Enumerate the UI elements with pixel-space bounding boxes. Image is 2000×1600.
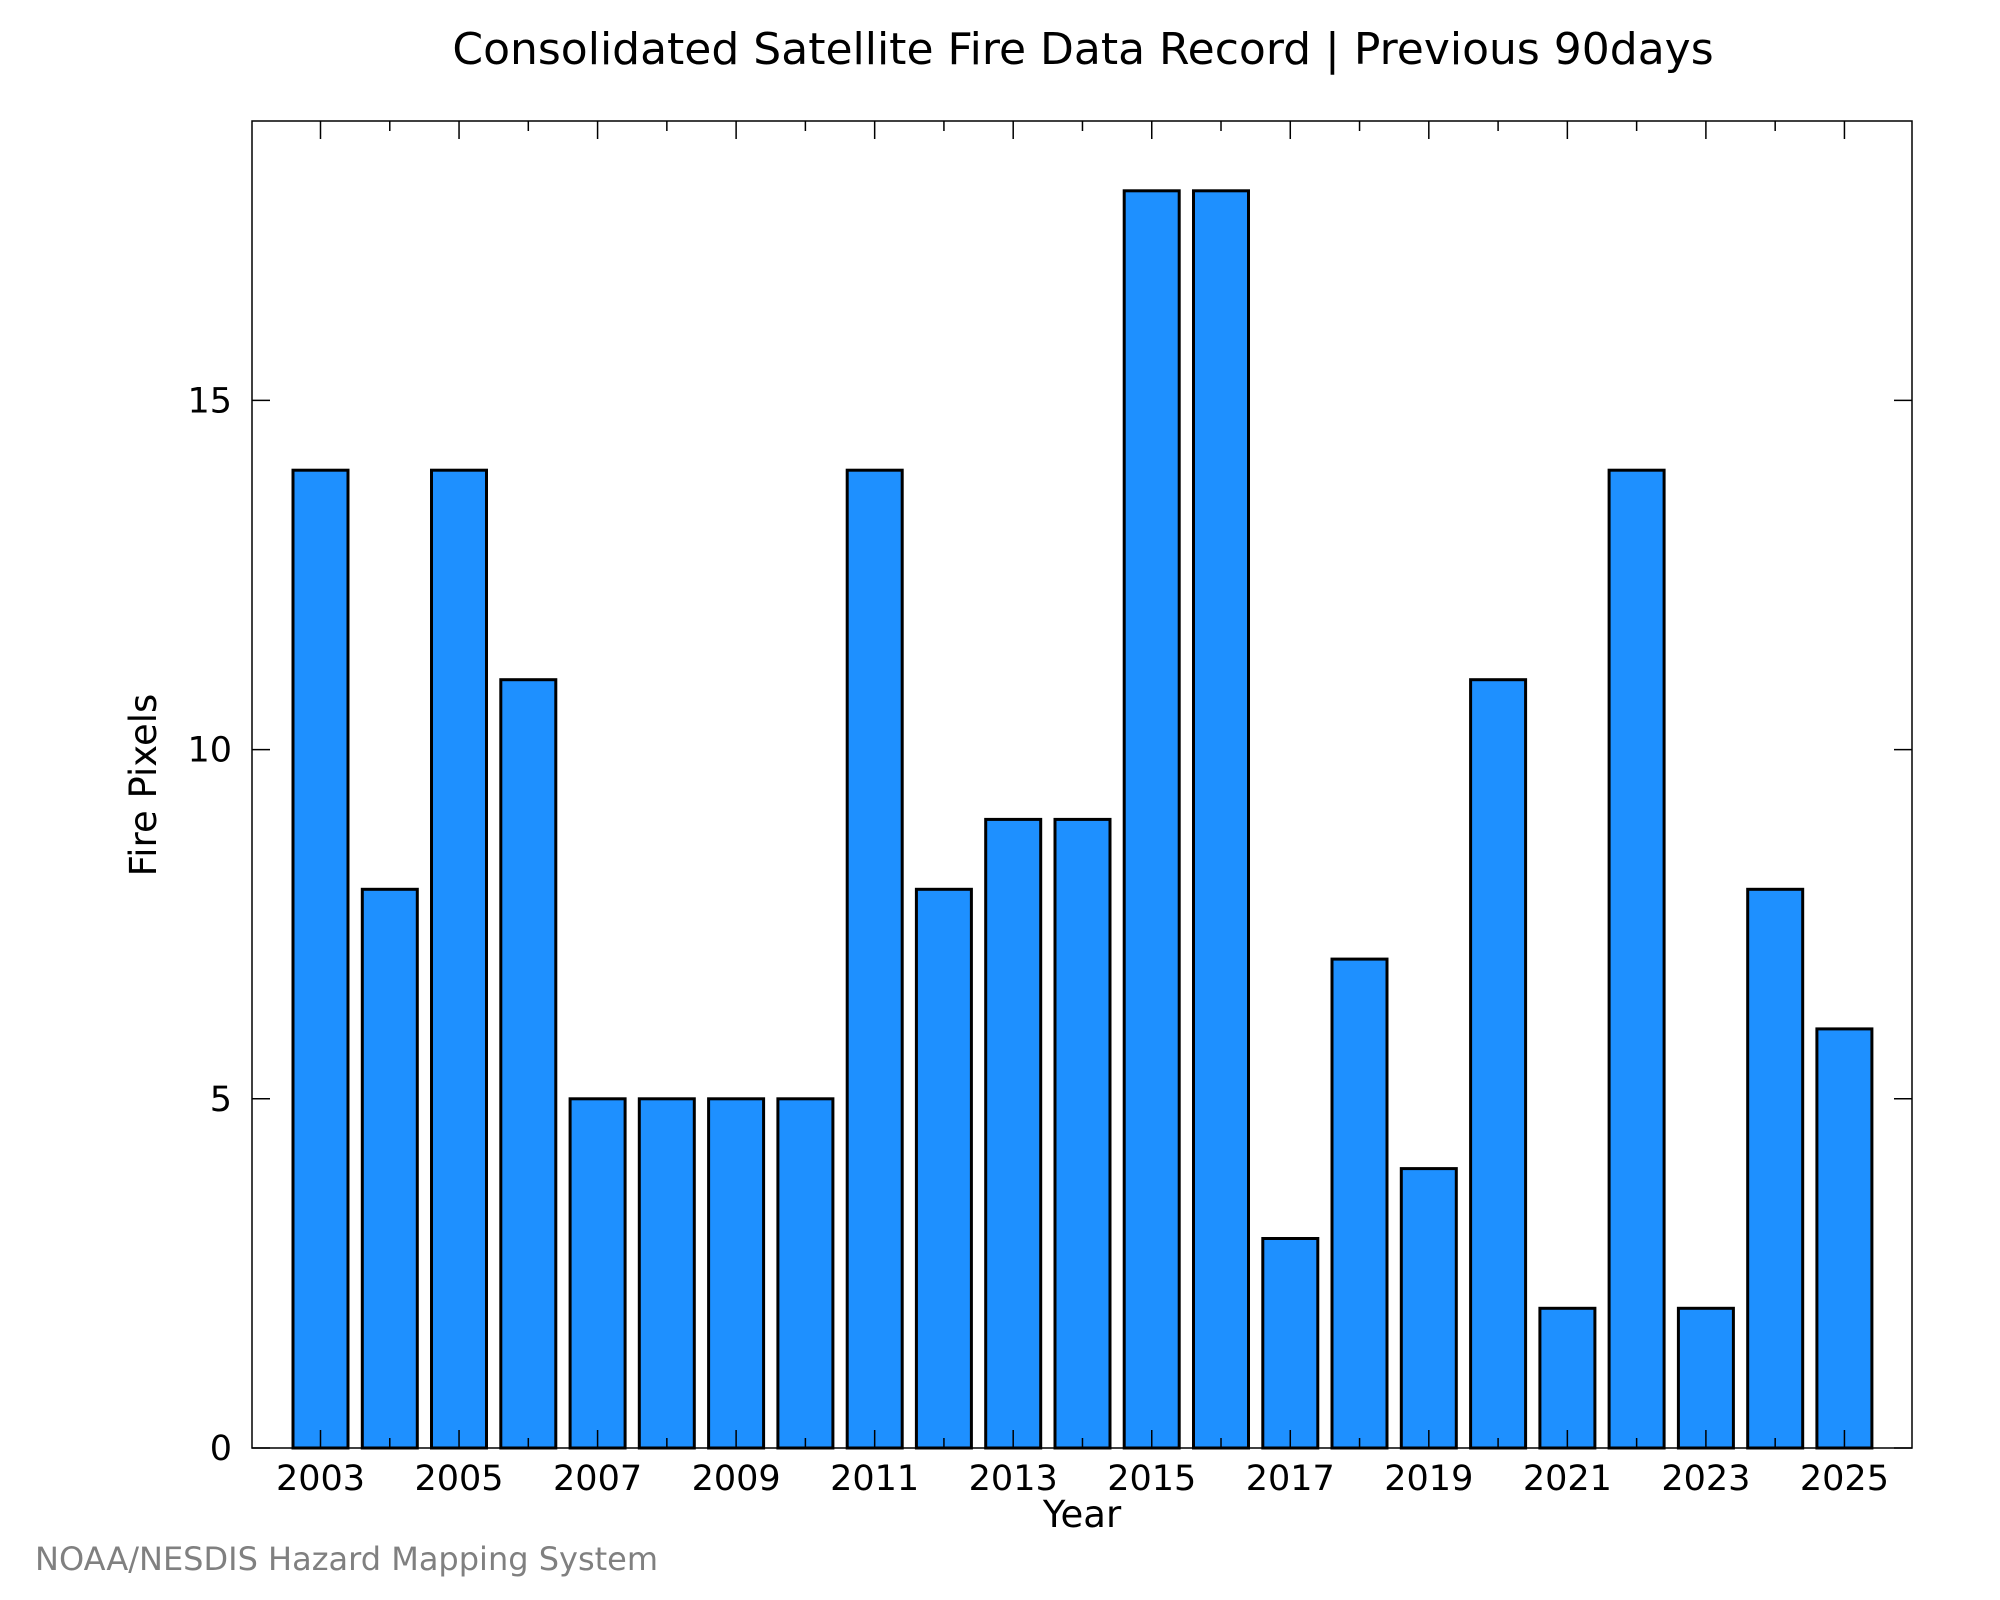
bar-2008 [637, 1097, 696, 1450]
bar-2024 [1746, 887, 1805, 1450]
y-tick-label: 10 [187, 731, 232, 771]
y-tick-labels: 0 5 10 15 [187, 381, 232, 1469]
bar-2021 [1538, 1306, 1597, 1450]
x-tick-label-2025: 2025 [1800, 1459, 1889, 1499]
ticks-group [252, 121, 1912, 1449]
y-axis-label: Fire Pixels [122, 694, 165, 877]
y-tick-label: 5 [210, 1080, 232, 1120]
bar-2014 [1053, 817, 1112, 1450]
bar-2006 [499, 678, 558, 1450]
plot-frame [251, 120, 1913, 1449]
x-tick-label-2015: 2015 [1107, 1459, 1196, 1499]
x-tick-label-2021: 2021 [1523, 1459, 1612, 1499]
bars-group [291, 189, 1874, 1450]
bar-2012 [914, 887, 973, 1450]
bar-2016 [1192, 189, 1250, 1450]
bar-2025 [1815, 1027, 1874, 1450]
bar-2013 [984, 817, 1043, 1450]
x-tick-label-2007: 2007 [553, 1459, 642, 1499]
bar-2009 [707, 1097, 766, 1450]
bar-2018 [1330, 957, 1389, 1450]
x-tick-label-2019: 2019 [1384, 1459, 1473, 1499]
x-tick-label-2005: 2005 [415, 1459, 504, 1499]
bar-2007 [568, 1097, 627, 1450]
bar-2019 [1399, 1167, 1458, 1450]
bar-2010 [776, 1097, 835, 1450]
x-tick-label-2013: 2013 [969, 1459, 1058, 1499]
y-tick-label: 0 [210, 1429, 232, 1469]
y-tick-label: 15 [187, 381, 232, 421]
bar-2005 [430, 468, 488, 1450]
bar-2015 [1122, 189, 1181, 1450]
x-tick-label-2011: 2011 [830, 1459, 919, 1499]
x-tick-label-2003: 2003 [276, 1459, 365, 1499]
x-tick-label-2017: 2017 [1246, 1459, 1335, 1499]
bar-2017 [1261, 1237, 1320, 1450]
credit-text: NOAA/NESDIS Hazard Mapping System [35, 1540, 659, 1578]
x-tick-labels: 2003 2005 2007 2009 2011 2013 2015 2017 2019 2021… [276, 1459, 1889, 1499]
bar-2020 [1469, 678, 1528, 1450]
bar-2011 [845, 468, 904, 1450]
bar-2004 [360, 887, 419, 1450]
x-axis-label: Year [1042, 1493, 1122, 1536]
chart-title: Consolidated Satellite Fire Data Record … [452, 24, 1713, 75]
x-tick-label-2009: 2009 [692, 1459, 781, 1499]
bar-2023 [1676, 1306, 1735, 1450]
bar-2022 [1607, 468, 1666, 1450]
x-tick-label-2023: 2023 [1661, 1459, 1750, 1499]
bar-2003 [291, 468, 350, 1450]
